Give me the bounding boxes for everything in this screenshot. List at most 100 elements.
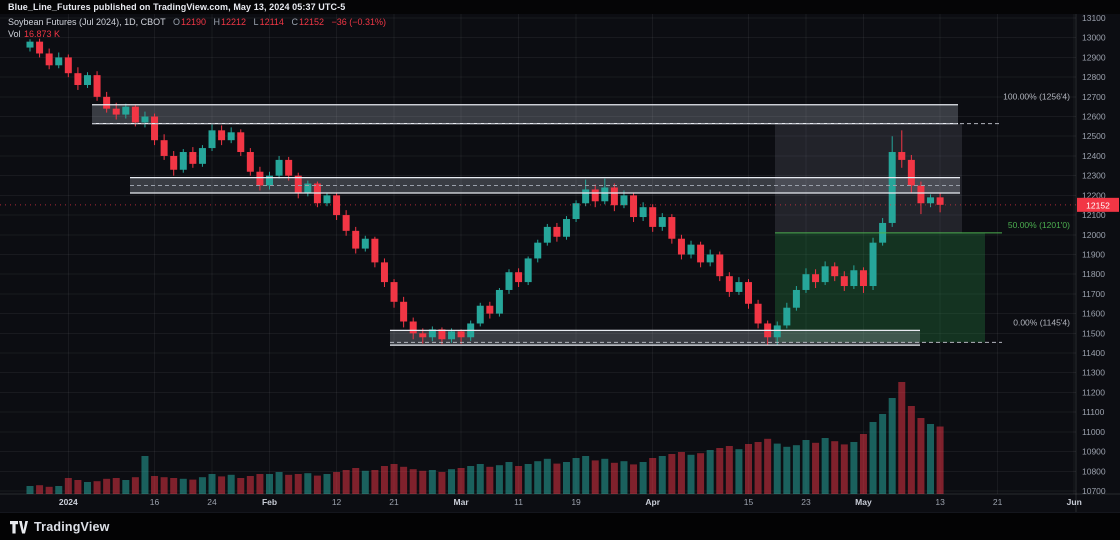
candle[interactable] <box>687 240 695 259</box>
price-tick-label[interactable]: 11700 <box>1082 289 1105 299</box>
time-tick-label[interactable]: 16 <box>150 497 160 507</box>
candle[interactable] <box>45 48 53 70</box>
volume-bar[interactable] <box>917 418 925 494</box>
time-tick-label[interactable]: 21 <box>993 497 1003 507</box>
price-tick-label[interactable]: 10800 <box>1082 466 1106 476</box>
price-tick-label[interactable]: 11500 <box>1082 328 1105 338</box>
candle[interactable] <box>160 134 168 160</box>
volume-bar[interactable] <box>792 445 800 494</box>
candle[interactable] <box>534 239 542 263</box>
time-tick-label[interactable]: 12 <box>332 497 342 507</box>
candle[interactable] <box>553 222 561 242</box>
candle[interactable] <box>170 151 178 176</box>
volume-bar[interactable] <box>170 478 178 494</box>
time-scale[interactable]: 2024 16 24 Feb 12 21 Mar 11 19 Apr 15 23 May 13 21 Jun <box>59 497 1082 507</box>
candle[interactable] <box>802 268 810 293</box>
volume-bar[interactable] <box>36 485 44 494</box>
candle[interactable] <box>342 210 350 236</box>
volume-bar[interactable] <box>879 414 887 494</box>
price-tick-label[interactable]: 12900 <box>1082 52 1106 62</box>
volume-bar[interactable] <box>486 466 494 494</box>
volume-bar[interactable] <box>706 450 714 494</box>
candle[interactable] <box>198 145 206 167</box>
price-tick-label[interactable]: 11100 <box>1082 407 1105 417</box>
volume-bar[interactable] <box>227 474 235 494</box>
candle[interactable] <box>64 54 72 78</box>
candle[interactable] <box>917 181 925 215</box>
price-tick-label[interactable]: 12200 <box>1082 190 1106 200</box>
candle[interactable] <box>131 104 139 127</box>
fib-level-label[interactable]: 100.00% (1256'4) <box>1003 92 1070 102</box>
volume-bar[interactable] <box>888 398 896 494</box>
volume-bar[interactable] <box>409 469 417 494</box>
volume-bar[interactable] <box>476 464 484 494</box>
volume-bar[interactable] <box>677 452 685 494</box>
volume-bar[interactable] <box>313 475 321 494</box>
volume-bar[interactable] <box>697 453 705 494</box>
candle[interactable] <box>380 258 388 288</box>
time-tick-label[interactable]: 2024 <box>59 497 78 507</box>
volume-bar[interactable] <box>457 468 465 494</box>
candle[interactable] <box>476 302 484 327</box>
volume-bar[interactable] <box>572 458 580 494</box>
price-tick-label[interactable]: 12700 <box>1082 92 1106 102</box>
volume-bar[interactable] <box>400 466 408 494</box>
volume-bar[interactable] <box>112 478 120 494</box>
price-tick-label[interactable]: 11200 <box>1082 387 1105 397</box>
price-tick-label[interactable]: 13100 <box>1082 14 1106 23</box>
time-tick-label[interactable]: May <box>855 497 872 507</box>
volume-bar[interactable] <box>361 470 369 494</box>
candle[interactable] <box>869 237 877 290</box>
volume-bar[interactable] <box>764 438 772 494</box>
price-tick-label[interactable]: 11900 <box>1082 249 1105 259</box>
volume-bar[interactable] <box>45 486 53 494</box>
volume-bar[interactable] <box>333 472 341 494</box>
volume-bar[interactable] <box>601 458 609 494</box>
time-tick-label[interactable]: 11 <box>514 497 523 507</box>
candle[interactable] <box>706 249 714 267</box>
time-tick-label[interactable]: Feb <box>262 497 277 507</box>
volume-bar[interactable] <box>783 446 791 494</box>
volume-bar[interactable] <box>189 479 197 494</box>
volume-bar[interactable] <box>467 466 475 494</box>
volume-bar[interactable] <box>495 465 503 494</box>
price-tick-label[interactable]: 12100 <box>1082 210 1106 220</box>
chart-container[interactable]: 100.00% (1256'4) 50.00% (1201'0) 0.00% (11… <box>0 14 1120 512</box>
candle[interactable] <box>591 184 599 208</box>
volume-bar[interactable] <box>687 454 695 494</box>
volume-bar[interactable] <box>869 422 877 494</box>
candle[interactable] <box>716 251 724 282</box>
fib-lower-box[interactable] <box>775 232 985 343</box>
volume-bar[interactable] <box>304 473 312 494</box>
volume-bar[interactable] <box>562 462 570 494</box>
volume-bar[interactable] <box>898 382 906 494</box>
volume-bar[interactable] <box>380 466 388 494</box>
candle[interactable] <box>352 226 360 254</box>
volume-bar[interactable] <box>543 458 551 494</box>
candle[interactable] <box>26 39 34 52</box>
volume-bar[interactable] <box>438 472 446 494</box>
volume-bar[interactable] <box>26 486 34 494</box>
candle[interactable] <box>103 91 111 113</box>
symbol-title[interactable]: Soybean Futures (Jul 2024), 1D, CBOT <box>8 17 166 27</box>
volume-bar[interactable] <box>534 461 542 494</box>
volume-bar[interactable] <box>630 464 638 494</box>
volume-bar[interactable] <box>821 438 829 494</box>
candle[interactable] <box>256 166 264 191</box>
volume-bar[interactable] <box>840 444 848 494</box>
candle[interactable] <box>122 103 130 119</box>
volume-bar[interactable] <box>802 440 810 494</box>
volume-bar[interactable] <box>745 444 752 494</box>
candle[interactable] <box>562 216 570 240</box>
volume-bar[interactable] <box>122 480 130 494</box>
fib-level-label[interactable]: 0.00% (1145'4) <box>1013 317 1070 327</box>
candle[interactable] <box>850 265 858 289</box>
volume-bar[interactable] <box>352 468 360 494</box>
fib-level-label[interactable]: 50.00% (1201'0) <box>1008 220 1070 230</box>
candle[interactable] <box>936 193 944 213</box>
volume-bar[interactable] <box>218 476 226 494</box>
time-tick-label[interactable]: Apr <box>645 497 660 507</box>
time-tick-label[interactable]: 13 <box>935 497 945 507</box>
candle[interactable] <box>543 223 551 246</box>
candle[interactable] <box>55 52 63 69</box>
